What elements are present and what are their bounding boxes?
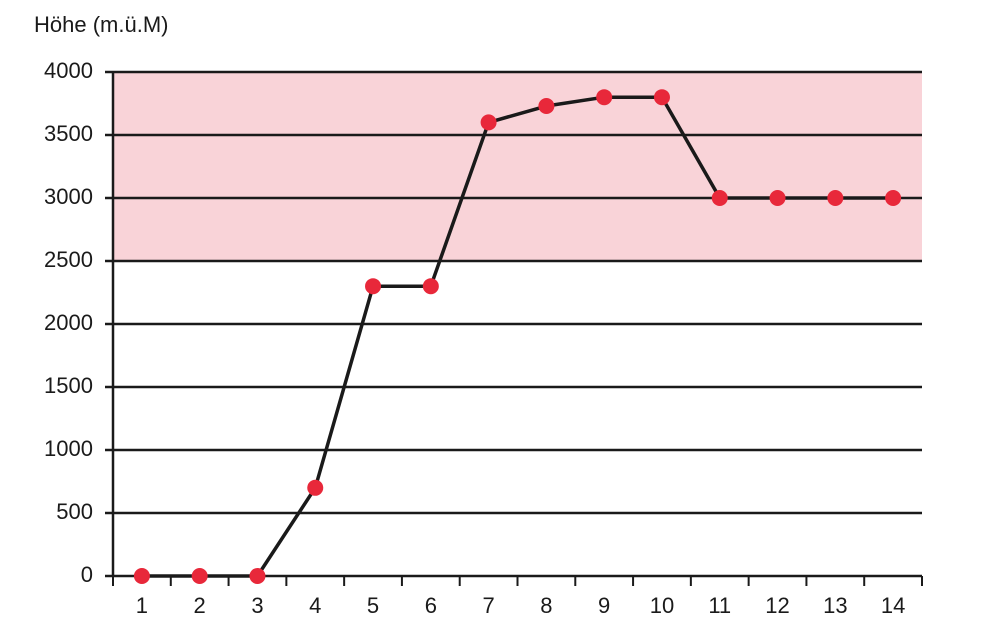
x-tick-label: 6 xyxy=(425,593,437,618)
data-point xyxy=(133,568,150,584)
y-tick-label: 3500 xyxy=(44,121,93,146)
y-tick-label: 2000 xyxy=(44,310,93,335)
data-point xyxy=(480,114,497,131)
data-point xyxy=(307,479,324,496)
y-tick-label: 1500 xyxy=(44,373,93,398)
y-tick-label: 3000 xyxy=(44,184,93,209)
data-point xyxy=(653,89,670,106)
data-point xyxy=(827,190,844,206)
x-tick-label: 13 xyxy=(823,593,847,618)
x-tick-label: 7 xyxy=(482,593,494,618)
x-tick-label: 10 xyxy=(650,593,674,618)
data-point xyxy=(711,190,728,206)
y-tick-label: 4000 xyxy=(44,58,93,83)
y-axis-title: Höhe (m.ü.M) xyxy=(34,12,168,37)
data-point xyxy=(538,98,555,115)
x-tick-label: 11 xyxy=(708,593,731,618)
x-tick-label: 8 xyxy=(540,593,552,618)
data-point xyxy=(249,568,266,584)
x-tick-label: 5 xyxy=(367,593,379,618)
shaded-zone xyxy=(113,72,922,261)
data-point xyxy=(422,278,439,295)
data-point xyxy=(596,89,613,106)
data-point xyxy=(885,190,902,206)
x-tick-label: 12 xyxy=(765,593,789,618)
x-tick-label: 14 xyxy=(881,593,905,618)
x-tick-label: 2 xyxy=(194,593,206,618)
x-tick-label: 3 xyxy=(251,593,263,618)
x-tick-label: 4 xyxy=(309,593,321,618)
x-tick-label: 1 xyxy=(136,593,148,618)
data-point xyxy=(365,278,382,295)
data-line xyxy=(141,95,894,578)
y-tick-label: 2500 xyxy=(44,247,93,272)
y-tick-label: 0 xyxy=(81,562,93,587)
y-tick-label: 1000 xyxy=(44,436,93,461)
y-tick-label: 500 xyxy=(56,499,93,524)
x-tick-label: 9 xyxy=(598,593,610,618)
data-point xyxy=(769,190,786,206)
data-point xyxy=(191,568,208,584)
